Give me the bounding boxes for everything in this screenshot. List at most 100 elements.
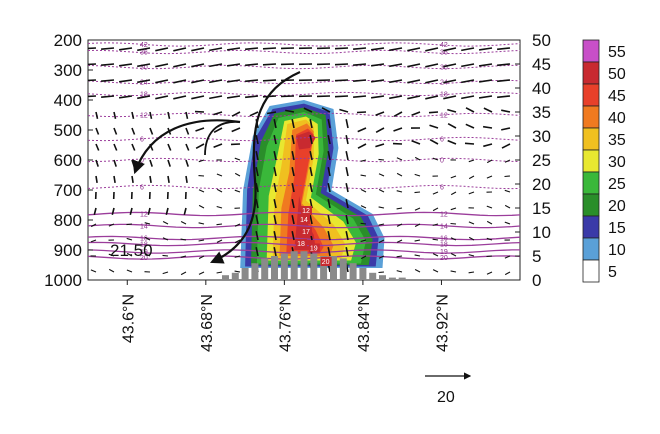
- wind-vector: [255, 215, 259, 225]
- wind-vector: [360, 239, 367, 243]
- wind-vector: [226, 95, 241, 99]
- precipitation-bars: [222, 251, 406, 280]
- y-left-tick-label: 600: [54, 151, 82, 170]
- wind-vector: [327, 247, 331, 257]
- wind-vector: [497, 95, 511, 99]
- wind-vector: [407, 95, 421, 100]
- wind-vector: [411, 111, 421, 117]
- contour-label: 36: [440, 50, 448, 57]
- wind-vector: [309, 215, 313, 225]
- wind-vector: [291, 135, 295, 145]
- wind-vector: [504, 221, 511, 225]
- colorbar-label: 20: [608, 198, 626, 215]
- contour-label: 18: [440, 92, 448, 99]
- wind-vector: [93, 207, 97, 215]
- y-left-tick-label: 400: [54, 91, 82, 110]
- wind-vector: [126, 269, 133, 273]
- wind-vector: [478, 95, 493, 99]
- wind-vector: [234, 239, 241, 244]
- contour-label: 24: [140, 80, 148, 87]
- wind-vector: [95, 175, 98, 184]
- contour-label: 6: [440, 137, 444, 144]
- wind-vector: [213, 143, 223, 148]
- wind-vector: [504, 255, 511, 259]
- wind-vector: [428, 111, 439, 114]
- wind-vector: [113, 175, 116, 184]
- wind-vector: [255, 231, 259, 241]
- wind-vector: [504, 159, 511, 163]
- wind-vector: [101, 63, 115, 66]
- wind-vector: [226, 47, 241, 51]
- contour-label: 14: [440, 224, 448, 231]
- wind-vector: [501, 143, 511, 149]
- wind-vector: [360, 189, 367, 193]
- wind-vector: [155, 79, 169, 84]
- wind-vector: [149, 175, 152, 184]
- colorbar-label: 10: [608, 242, 626, 259]
- wind-vector: [180, 255, 187, 258]
- wind-vector: [291, 231, 295, 241]
- colorbar-swatch: [582, 237, 600, 261]
- x-tick-label: 43.68°N: [199, 294, 216, 352]
- y-left-tick-label: 900: [54, 241, 82, 260]
- wind-vector: [149, 127, 154, 135]
- wind-vector: [483, 107, 493, 113]
- colorbar-swatch: [582, 83, 600, 107]
- precip-bar: [241, 268, 249, 280]
- contour-label: 30: [440, 65, 448, 72]
- y-axis-left: 200 300 400 500 600 700 800 900 1000: [44, 31, 93, 290]
- colorbar-swatch: [582, 193, 600, 217]
- wind-vector: [118, 95, 133, 99]
- colorbar-swatch: [582, 105, 600, 129]
- y-right-tick-label: 45: [532, 55, 551, 74]
- cell-label-text: 19: [310, 246, 318, 253]
- wind-vector: [255, 135, 259, 145]
- wind-vector: [414, 223, 421, 227]
- wind-vector: [465, 123, 475, 129]
- wind-vector: [273, 135, 277, 145]
- wind-vector: [370, 63, 385, 67]
- wind-vector: [468, 236, 475, 241]
- cell-label-text: 20: [322, 259, 330, 266]
- wind-vector: [414, 207, 421, 211]
- wind-vector: [209, 79, 223, 84]
- precip-bar: [349, 263, 357, 280]
- wind-vector: [425, 63, 439, 68]
- wind-vector: [231, 111, 241, 117]
- contour-label: 19: [440, 249, 448, 256]
- wind-vector: [303, 107, 313, 113]
- wind-vector: [88, 63, 97, 66]
- wind-vector: [155, 47, 169, 52]
- wind-vector: [339, 108, 349, 113]
- precip-bar: [300, 251, 308, 280]
- cell-label-box: [300, 227, 312, 236]
- wind-vector: [468, 254, 475, 257]
- wind-vector: [144, 253, 151, 257]
- wind-vector: [111, 207, 115, 215]
- wind-vector: [216, 205, 223, 209]
- wind-vector: [167, 111, 171, 119]
- wind-vector: [432, 207, 439, 212]
- wind-vector: [291, 151, 295, 161]
- y-left-tick-label: 700: [54, 181, 82, 200]
- wind-vector: [113, 111, 117, 119]
- wind-vector: [209, 95, 223, 100]
- wind-vector: [180, 238, 187, 241]
- wind-vector: [144, 222, 151, 225]
- wind-vector: [432, 253, 439, 257]
- wind-vector: [432, 269, 439, 273]
- wind-vector: [113, 127, 118, 135]
- wind-vector: [173, 79, 187, 84]
- wind-vector: [443, 79, 457, 84]
- contour-label: 19: [140, 249, 148, 256]
- precip-bar: [379, 275, 386, 280]
- wind-vector: [378, 223, 385, 226]
- precip-bar: [330, 256, 337, 280]
- wind-vector: [198, 189, 205, 193]
- x-tick-label: 43.84°N: [356, 294, 373, 352]
- wind-vector: [414, 239, 421, 242]
- wind-vector: [461, 47, 475, 52]
- wind-vector: [443, 95, 457, 100]
- wind-vector: [447, 139, 457, 145]
- wind-vector: [137, 63, 151, 68]
